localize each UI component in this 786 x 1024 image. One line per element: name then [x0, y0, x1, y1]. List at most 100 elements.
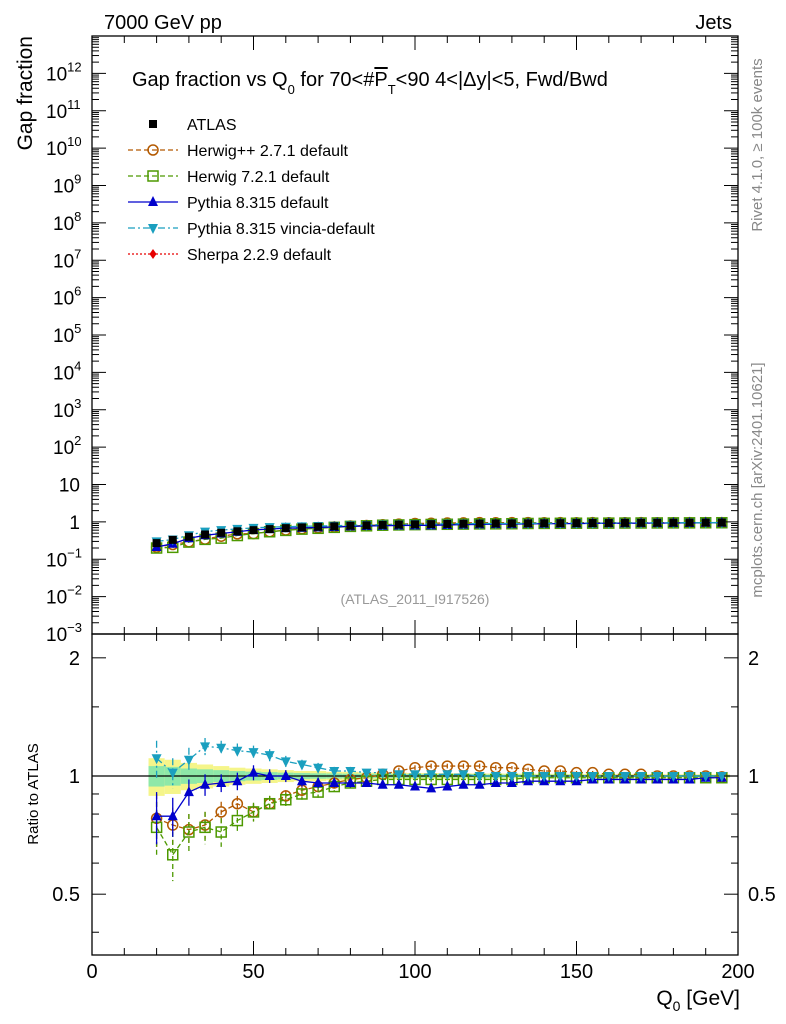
series-3-ratio-point	[216, 743, 227, 754]
series-1-ratio-line	[156, 777, 722, 856]
legend-entry: Pythia 8.315 vincia-default	[128, 221, 375, 238]
series-3-ratio-point	[474, 772, 485, 783]
atlas-data-point	[637, 518, 646, 527]
atlas-data-point	[346, 521, 355, 530]
legend-marker	[148, 224, 158, 234]
legend-marker	[147, 170, 159, 182]
legend-marker	[148, 196, 158, 206]
legend-label: Pythia 8.315 default	[187, 195, 329, 212]
legend-entry: Herwig 7.2.1 default	[128, 169, 330, 186]
series-1-ratio-point	[183, 826, 195, 838]
ratio-y-axis-label: Ratio to ATLAS	[25, 743, 42, 844]
legend-entry: Herwig++ 2.7.1 default	[128, 143, 349, 160]
atlas-data-point	[491, 519, 500, 528]
header-category-label: Jets	[695, 12, 732, 34]
ratio-y-tick-label-left: 1	[69, 766, 80, 788]
mcplots-label: mcplots.cern.ch [arXiv:2401.10621]	[749, 362, 766, 597]
series-3-ratio-point	[361, 768, 372, 779]
title-pt-symbol: P	[374, 69, 387, 91]
series-3-ratio-point	[490, 772, 501, 783]
x-tick-label: 100	[398, 961, 431, 983]
atlas-data-point	[249, 526, 258, 535]
series-3-ratio-point	[426, 770, 437, 781]
atlas-data-point	[184, 532, 193, 541]
atlas-data-point	[362, 521, 371, 530]
plot-title: Gap fraction vs Q0 for 70<#PT<90 4<|Δy|<…	[132, 69, 608, 97]
ratio-y-tick-label-right: 2	[748, 648, 759, 670]
atlas-data-point	[669, 518, 678, 527]
atlas-data-point	[168, 535, 177, 544]
y-tick-label: 105	[53, 321, 81, 347]
series-2-ratio-point	[345, 776, 356, 787]
series-3-ratio-point	[151, 754, 162, 765]
atlas-data-point	[620, 518, 629, 527]
series-3-ratio-point	[603, 772, 614, 783]
atlas-data-point	[217, 528, 226, 537]
series-2-ratio-point	[377, 778, 388, 789]
atlas-data-point	[524, 519, 533, 528]
series-2-ratio-point	[313, 776, 324, 787]
series-1-ratio-point	[231, 814, 244, 827]
series-3-ratio-line	[156, 745, 722, 777]
atlas-data-point	[459, 519, 468, 528]
y-tick-label: 10−3	[46, 620, 82, 646]
analysis-watermark: (ATLAS_2011_I917526)	[341, 591, 490, 607]
x-tick-label: 150	[560, 961, 593, 983]
legend-label: Herwig++ 2.7.1 default	[187, 143, 349, 160]
series-3-ratio-point	[636, 772, 647, 783]
atlas-data-point	[507, 519, 516, 528]
atlas-data-point	[653, 518, 662, 527]
series-1-ratio-point	[247, 806, 260, 818]
legend-marker	[147, 144, 159, 156]
y-tick-label: 109	[53, 172, 81, 198]
legend-entry: Sherpa 2.2.9 default	[128, 247, 332, 264]
ratio-y-tick-label-right: 1	[748, 766, 759, 788]
legend-entry: ATLAS	[149, 117, 237, 134]
series-1-ratio-point	[263, 797, 276, 810]
series-3-ratio-point	[280, 757, 291, 768]
y-tick-label: 104	[53, 358, 81, 384]
y-axis-label: Gap fraction	[14, 36, 37, 150]
series-3-ratio-point	[668, 772, 679, 783]
atlas-data-point	[572, 519, 581, 528]
series-2-ratio-point	[264, 770, 275, 781]
atlas-data-point	[411, 520, 419, 529]
legend-label: Pythia 8.315 vincia-default	[187, 221, 375, 238]
legend-label: Sherpa 2.2.9 default	[187, 247, 332, 264]
series-3-ratio-point	[587, 772, 598, 783]
atlas-data-point	[443, 519, 452, 528]
atlas-data-point	[701, 518, 710, 527]
series-0-ratio-point	[231, 797, 244, 810]
atlas-data-point	[394, 520, 403, 529]
legend-marker	[149, 120, 157, 128]
atlas-data-point	[588, 519, 597, 528]
series-3-ratio-point	[555, 772, 566, 783]
y-tick-label: 1010	[46, 134, 82, 160]
y-tick-label: 103	[53, 396, 81, 422]
series-2-ratio-point	[232, 775, 243, 786]
series-2-ratio-point	[458, 778, 469, 789]
legend-label: Herwig 7.2.1 default	[187, 169, 330, 186]
atlas-data-point	[556, 519, 565, 528]
series-1-ratio-point	[215, 826, 227, 838]
series-2-ratio-point	[410, 780, 420, 791]
series-3-ratio-point	[523, 772, 534, 783]
header-energy-label: 7000 GeV pp	[104, 12, 222, 34]
series-2-ratio-point	[329, 776, 340, 787]
ratio-y-tick-label-left: 0.5	[52, 884, 80, 906]
series-3-ratio-point	[377, 768, 388, 779]
y-tick-label: 10−2	[46, 583, 82, 609]
series-1-ratio-point	[199, 821, 211, 834]
series-3-ratio-point	[442, 770, 453, 781]
atlas-data-point	[717, 518, 726, 527]
atlas-data-point	[604, 518, 613, 527]
y-tick-label: 102	[53, 433, 81, 459]
series-3-ratio-point	[716, 772, 727, 783]
series-2-ratio-point	[426, 782, 437, 793]
x-tick-label: 50	[242, 961, 264, 983]
atlas-data-point	[685, 518, 694, 527]
series-2-ratio-point	[216, 776, 227, 787]
series-3-ratio-point	[313, 763, 324, 774]
ratio-y-tick-label-left: 2	[69, 648, 80, 670]
series-1-ratio-point	[167, 849, 179, 861]
